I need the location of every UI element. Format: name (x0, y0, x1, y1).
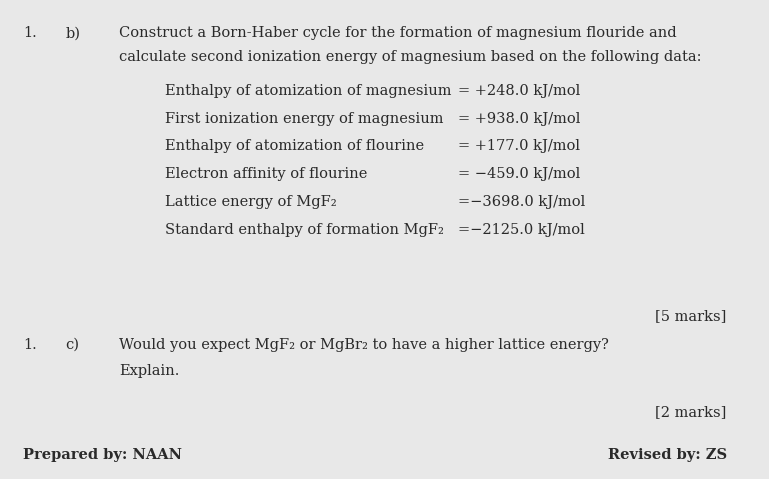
Text: = +177.0 kJ/mol: = +177.0 kJ/mol (458, 139, 580, 153)
Text: = +938.0 kJ/mol: = +938.0 kJ/mol (458, 112, 580, 125)
Text: =−2125.0 kJ/mol: =−2125.0 kJ/mol (458, 223, 584, 237)
Text: Revised by: ZS: Revised by: ZS (608, 448, 727, 462)
Text: [2 marks]: [2 marks] (655, 405, 727, 419)
Text: 1.: 1. (23, 338, 37, 352)
Text: Lattice energy of MgF₂: Lattice energy of MgF₂ (165, 195, 337, 209)
Text: Electron affinity of flourine: Electron affinity of flourine (165, 167, 368, 181)
Text: c): c) (65, 338, 79, 352)
Text: Would you expect MgF₂ or MgBr₂ to have a higher lattice energy?: Would you expect MgF₂ or MgBr₂ to have a… (119, 338, 609, 352)
Text: Construct a Born-Haber cycle for the formation of magnesium flouride and: Construct a Born-Haber cycle for the for… (119, 26, 677, 40)
Text: First ionization energy of magnesium: First ionization energy of magnesium (165, 112, 444, 125)
Text: [5 marks]: [5 marks] (655, 309, 727, 323)
Text: b): b) (65, 26, 81, 40)
Text: = −459.0 kJ/mol: = −459.0 kJ/mol (458, 167, 580, 181)
Text: Prepared by: NAAN: Prepared by: NAAN (23, 448, 182, 462)
Text: Enthalpy of atomization of flourine: Enthalpy of atomization of flourine (165, 139, 424, 153)
Text: = +248.0 kJ/mol: = +248.0 kJ/mol (458, 84, 580, 98)
Text: calculate second ionization energy of magnesium based on the following data:: calculate second ionization energy of ma… (119, 50, 701, 64)
Text: 1.: 1. (23, 26, 37, 40)
Text: =−3698.0 kJ/mol: =−3698.0 kJ/mol (458, 195, 584, 209)
Text: Standard enthalpy of formation MgF₂: Standard enthalpy of formation MgF₂ (165, 223, 444, 237)
Text: Explain.: Explain. (119, 364, 180, 378)
Text: Enthalpy of atomization of magnesium: Enthalpy of atomization of magnesium (165, 84, 452, 98)
